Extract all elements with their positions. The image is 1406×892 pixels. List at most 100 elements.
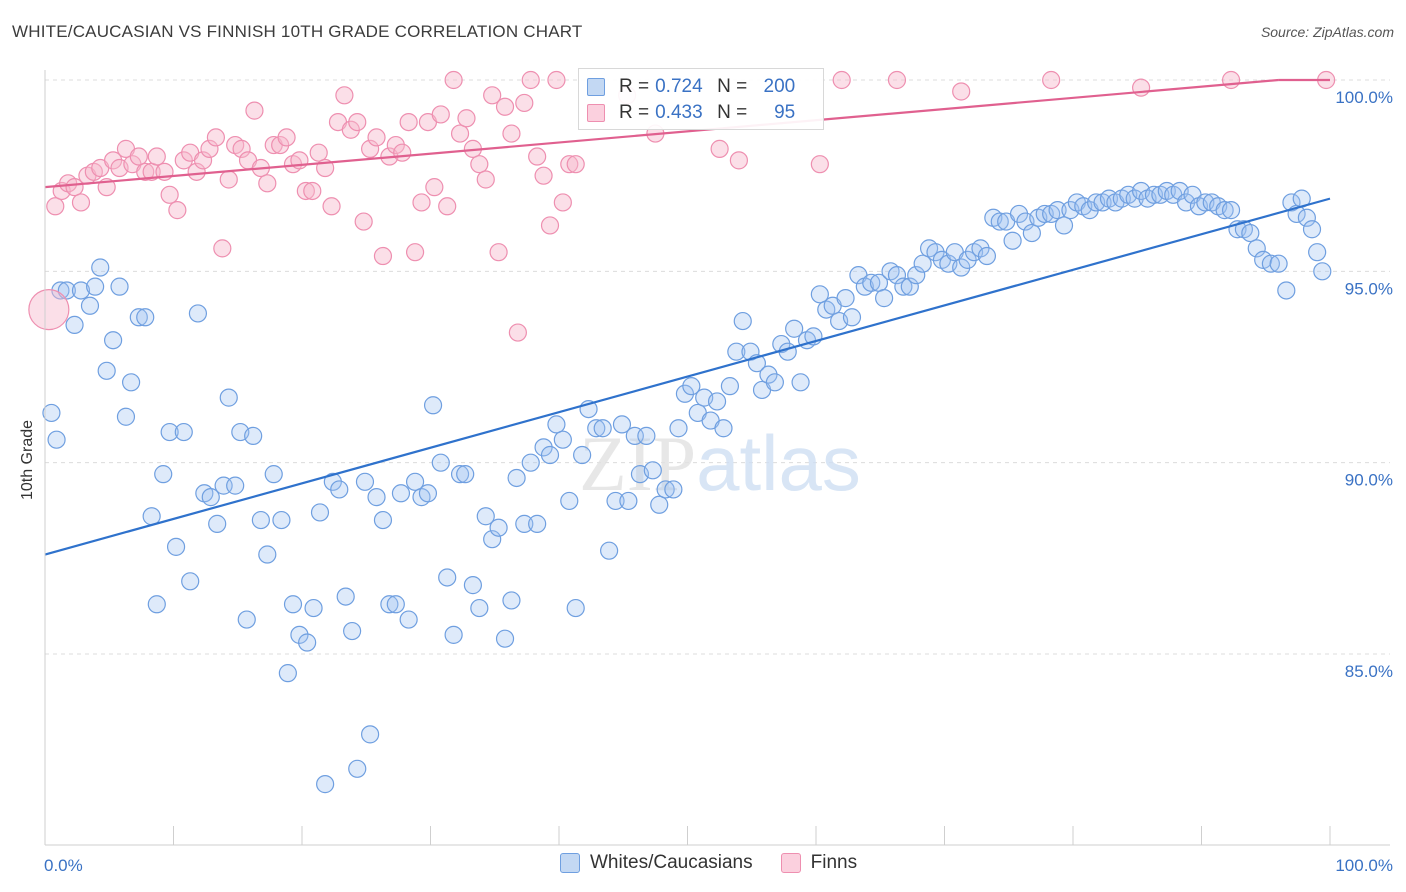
point-whites	[600, 541, 619, 560]
point-whites	[355, 472, 375, 491]
point-whites	[316, 775, 335, 794]
point-whites	[423, 396, 443, 415]
series-legend-finns[interactable]: Finns	[780, 852, 858, 874]
legend-row-whites: R = 0.724 N = 200	[587, 75, 795, 99]
point-finns	[457, 109, 476, 128]
point-whites	[1247, 239, 1266, 258]
point-whites	[619, 491, 638, 511]
point-finns	[547, 70, 566, 90]
point-finns	[28, 289, 70, 331]
point-whites	[810, 285, 829, 304]
point-finns	[309, 143, 328, 162]
point-whites	[1048, 201, 1067, 220]
point-whites	[147, 595, 166, 614]
point-whites	[336, 587, 355, 606]
point-finns	[219, 170, 238, 189]
series-legend-whites[interactable]: Whites/Caucasians	[560, 852, 753, 874]
point-whites	[251, 510, 270, 530]
point-whites	[463, 576, 483, 595]
point-whites	[714, 419, 733, 438]
point-whites	[470, 598, 489, 618]
point-whites	[1282, 193, 1301, 212]
point-finns	[483, 86, 502, 105]
point-finns	[361, 139, 380, 158]
point-finns	[206, 128, 226, 147]
point-finns	[354, 212, 373, 231]
point-whites	[386, 595, 405, 614]
point-whites	[612, 415, 632, 434]
point-whites	[587, 419, 606, 438]
point-whites	[160, 422, 179, 442]
x-tick-label: 100.0%	[1335, 856, 1393, 875]
point-whites	[121, 373, 141, 392]
point-finns	[566, 155, 585, 174]
point-finns	[534, 166, 553, 185]
point-whites	[1308, 243, 1327, 262]
point-finns	[444, 70, 463, 90]
y-tick-label: 100.0%	[1335, 88, 1393, 107]
point-finns	[232, 139, 251, 158]
point-finns	[405, 243, 425, 262]
point-whites	[330, 480, 349, 499]
point-whites	[836, 289, 855, 308]
point-whites	[553, 430, 572, 449]
legend-swatch-whites	[587, 78, 605, 96]
point-whites	[208, 514, 227, 533]
point-whites	[201, 488, 220, 507]
point-whites	[656, 480, 675, 499]
point-finns	[412, 193, 431, 212]
point-whites	[778, 342, 797, 361]
point-whites	[42, 403, 61, 423]
point-finns	[810, 155, 829, 174]
point-whites	[181, 572, 200, 591]
point-whites	[791, 373, 810, 392]
data-points	[28, 70, 1336, 794]
point-whites	[573, 445, 592, 465]
point-finns	[502, 124, 521, 143]
trend-line-whites	[44, 197, 1331, 556]
point-whites	[1022, 223, 1041, 243]
axes	[44, 70, 1390, 846]
point-whites	[373, 510, 393, 530]
point-whites	[450, 465, 470, 484]
legend-n-label: N =	[717, 102, 748, 123]
point-whites	[278, 664, 297, 683]
point-whites	[566, 598, 585, 618]
point-whites	[540, 445, 560, 465]
point-finns	[425, 178, 444, 197]
point-whites	[1302, 220, 1322, 239]
point-whites	[483, 530, 502, 549]
point-whites	[637, 426, 656, 445]
point-whites	[264, 465, 283, 484]
point-whites	[720, 377, 740, 396]
point-whites	[136, 308, 155, 327]
legend-r-label: R =	[619, 102, 650, 123]
x-tick-label: 0.0%	[44, 856, 83, 875]
point-whites	[907, 266, 926, 285]
point-finns	[729, 151, 749, 170]
point-whites	[733, 311, 752, 331]
point-whites	[456, 465, 475, 484]
point-whites	[418, 484, 438, 503]
point-whites	[862, 273, 881, 292]
point-whites	[593, 419, 612, 438]
point-whites	[894, 277, 913, 296]
trend-lines	[44, 78, 1331, 556]
point-whites	[507, 468, 526, 488]
point-finns	[303, 181, 322, 201]
legend-n-value: 95	[774, 102, 796, 123]
point-whites	[913, 254, 932, 273]
point-whites	[343, 621, 362, 641]
series-label-finns: Finns	[810, 852, 858, 873]
point-finns	[832, 70, 851, 90]
point-finns	[1132, 78, 1151, 97]
point-finns	[399, 112, 418, 132]
point-finns	[367, 128, 386, 147]
stats-legend: R = 0.724 N = 200 R = 0.433 N = 95	[578, 68, 824, 130]
point-finns	[187, 162, 206, 181]
point-whites	[91, 258, 110, 277]
y-tick-label: 85.0%	[1345, 662, 1393, 681]
point-whites	[226, 476, 245, 495]
legend-r-value: 0.724	[655, 76, 703, 97]
point-finns	[540, 216, 560, 235]
